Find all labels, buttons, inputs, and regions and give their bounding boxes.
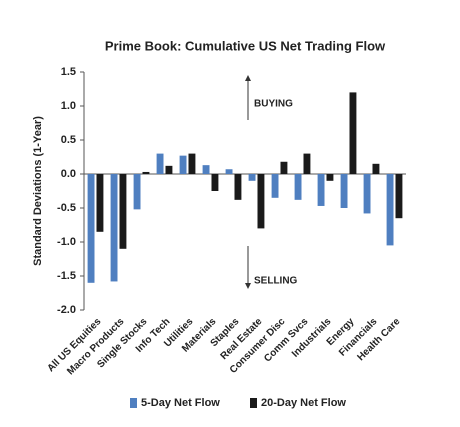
buying-annotation: BUYING (254, 99, 293, 110)
bar (294, 174, 302, 200)
bar (179, 155, 187, 174)
bar (271, 174, 279, 198)
legend-swatch (130, 398, 137, 408)
y-tick-label: -1.0 (57, 236, 76, 248)
y-tick-label: -0.5 (57, 202, 76, 214)
selling-arrowhead (245, 283, 251, 289)
y-tick-label: 0.5 (61, 134, 76, 146)
y-tick-label: -1.5 (57, 270, 76, 282)
bar (119, 174, 127, 249)
legend-label: 20-Day Net Flow (261, 397, 346, 409)
legend-swatch (250, 398, 257, 408)
bar (225, 169, 233, 174)
chart-title: Prime Book: Cumulative US Net Trading Fl… (105, 38, 386, 53)
bar (372, 163, 380, 174)
y-tick-label: 1.5 (61, 66, 76, 78)
bar (257, 174, 265, 229)
bar (110, 174, 118, 282)
bar (211, 174, 219, 191)
bar (202, 165, 210, 174)
legend-label: 5-Day Net Flow (141, 397, 220, 409)
y-axis-label: Standard Deviations (1-Year) (32, 116, 44, 266)
bar (340, 174, 348, 208)
bar (386, 174, 394, 246)
bar (96, 174, 104, 232)
y-tick-label: -2.0 (57, 304, 76, 316)
bar (280, 161, 288, 174)
bar (326, 174, 334, 181)
bar (142, 171, 150, 174)
bar (248, 174, 256, 181)
buying-arrowhead (245, 75, 251, 81)
y-tick-label: 1.0 (61, 100, 76, 112)
bar (395, 174, 403, 219)
bar (133, 174, 141, 210)
bar (87, 174, 95, 283)
bar (303, 153, 311, 174)
bar (317, 174, 325, 206)
bar (165, 165, 173, 174)
bar (156, 153, 164, 174)
selling-annotation: SELLING (254, 276, 298, 287)
y-tick-label: 0.0 (61, 168, 76, 180)
bar (234, 174, 242, 200)
bar (363, 174, 371, 214)
bar (349, 92, 357, 174)
bar (188, 153, 196, 174)
